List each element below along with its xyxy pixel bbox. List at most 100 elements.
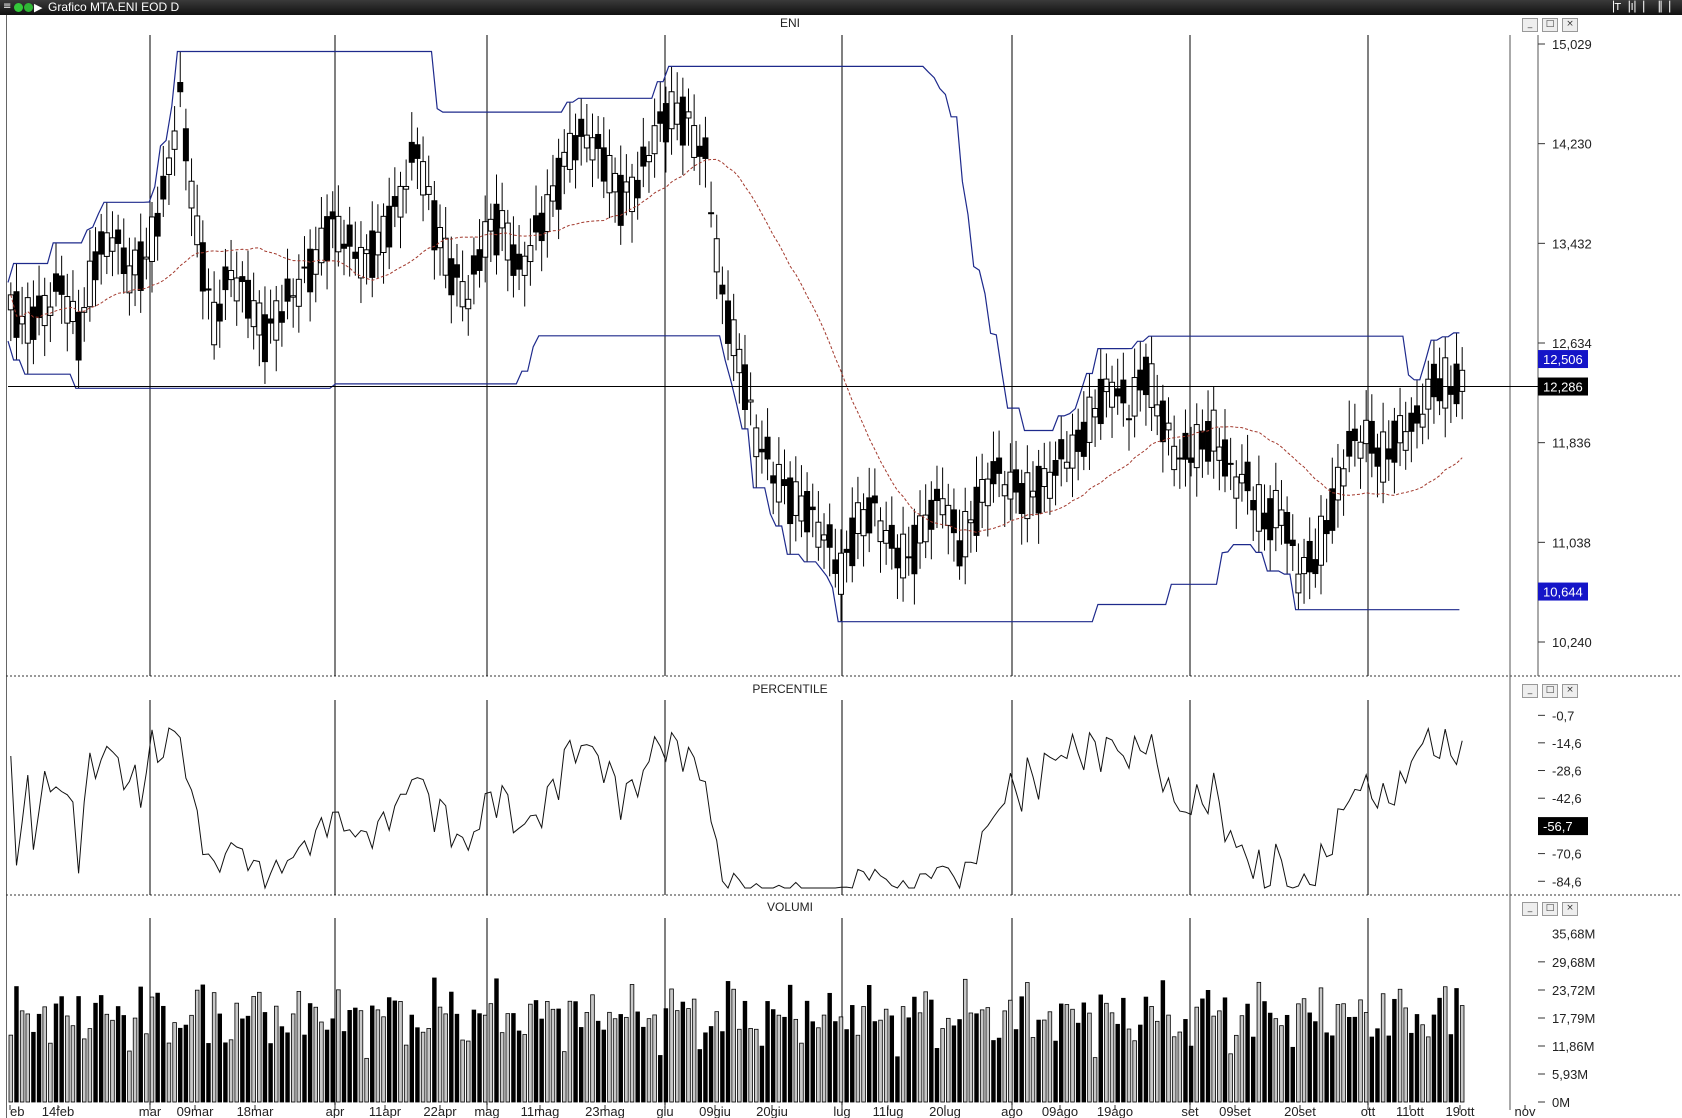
candle-body bbox=[691, 125, 698, 158]
volume-bar bbox=[680, 1001, 686, 1103]
volume-bar bbox=[946, 1017, 951, 1103]
volume-bar bbox=[658, 1055, 663, 1103]
volume-bar bbox=[1245, 1003, 1250, 1103]
candle-body bbox=[1306, 540, 1313, 573]
maximize-icon[interactable]: □ bbox=[1542, 18, 1558, 32]
volume-bar bbox=[674, 1010, 680, 1103]
volume-bar bbox=[1273, 1018, 1279, 1103]
candle-body bbox=[561, 151, 568, 167]
volume-bar bbox=[200, 984, 206, 1103]
volume-bar bbox=[1194, 1006, 1199, 1103]
candle-body bbox=[92, 251, 99, 281]
maximize-icon[interactable]: □ bbox=[1542, 902, 1558, 916]
close-icon[interactable]: × bbox=[1562, 902, 1578, 916]
volume-bar bbox=[19, 1010, 25, 1103]
candle-body bbox=[1289, 539, 1296, 547]
candle-body bbox=[504, 222, 511, 261]
volume-bar bbox=[697, 1049, 703, 1103]
volume-bar bbox=[1324, 1032, 1329, 1103]
volume-bar bbox=[257, 991, 262, 1103]
volume-bar bbox=[206, 1043, 211, 1103]
vol-top-label: 35,68M bbox=[1552, 927, 1595, 942]
volume-bar bbox=[900, 1006, 906, 1103]
candle-body bbox=[510, 244, 517, 276]
candle-body bbox=[781, 479, 788, 487]
volume-bar bbox=[624, 1016, 629, 1103]
candle-body bbox=[1408, 412, 1415, 432]
candle-body bbox=[53, 273, 60, 292]
volume-bar bbox=[115, 1006, 121, 1103]
volume-bar bbox=[595, 1020, 601, 1103]
volume-bar bbox=[31, 1031, 36, 1103]
green-dot-icon[interactable] bbox=[14, 3, 23, 12]
candle-body bbox=[1007, 471, 1014, 500]
minimize-icon[interactable]: _ bbox=[1522, 902, 1538, 916]
volume-bar bbox=[1002, 1010, 1007, 1103]
volume-bar bbox=[737, 1028, 742, 1103]
volume-bar bbox=[1047, 1011, 1053, 1103]
close-icon[interactable]: × bbox=[1562, 684, 1578, 698]
candle-body bbox=[979, 478, 986, 503]
candle-body bbox=[1430, 363, 1437, 398]
play-arrow-icon[interactable]: ▶ bbox=[34, 1, 43, 14]
volume-bar bbox=[268, 1043, 273, 1103]
volume-bar bbox=[1307, 1012, 1312, 1103]
candle-body bbox=[674, 102, 681, 125]
window-controls[interactable]: ▕T▕I▏▏▕▏▏ bbox=[1606, 2, 1678, 13]
x-tick-label: 23mag bbox=[585, 1104, 625, 1118]
volume-bar bbox=[398, 1001, 403, 1103]
maximize-icon[interactable]: □ bbox=[1542, 684, 1558, 698]
x-tick-label: 22apr bbox=[423, 1104, 457, 1118]
candle-body bbox=[713, 238, 720, 273]
green-dot-icon-2[interactable] bbox=[24, 3, 33, 12]
x-tick-label: giu bbox=[656, 1104, 673, 1118]
vol-tick-label: 0M bbox=[1552, 1095, 1570, 1110]
minimize-icon[interactable]: _ bbox=[1522, 18, 1538, 32]
close-icon[interactable]: × bbox=[1562, 18, 1578, 32]
volume-bar bbox=[1138, 1024, 1143, 1103]
volume-bar bbox=[336, 989, 341, 1103]
volume-bar bbox=[754, 1028, 759, 1103]
price-pane-title: ENI bbox=[779, 16, 801, 30]
candle-body bbox=[256, 302, 263, 336]
volume-bar bbox=[759, 1045, 765, 1103]
x-tick-label: 14feb bbox=[42, 1104, 75, 1118]
candle-body bbox=[69, 300, 76, 323]
candle-body bbox=[1018, 483, 1025, 514]
candle-body bbox=[137, 241, 144, 291]
candle-body bbox=[120, 247, 127, 275]
volume-bar bbox=[720, 1031, 725, 1103]
volume-bar bbox=[415, 1027, 420, 1103]
volume-bar bbox=[1092, 1057, 1098, 1103]
candle-body bbox=[465, 298, 472, 310]
upper-band-line bbox=[7, 50, 1460, 432]
volume-bar bbox=[1217, 1010, 1222, 1103]
volume-bar bbox=[138, 986, 143, 1103]
volume-bar bbox=[48, 1042, 53, 1103]
candle-body bbox=[600, 147, 607, 182]
volume-bar bbox=[65, 1015, 70, 1103]
volume-bar bbox=[1064, 1004, 1070, 1103]
candle-body bbox=[996, 457, 1003, 474]
candle-body bbox=[928, 499, 935, 530]
candle-body bbox=[307, 248, 314, 293]
volume-bar bbox=[386, 997, 392, 1103]
volume-bar bbox=[471, 1009, 477, 1103]
candle-body bbox=[149, 216, 156, 262]
volume-bar bbox=[1104, 1002, 1109, 1103]
volume-bar bbox=[279, 1026, 285, 1103]
candle-body bbox=[583, 134, 590, 149]
volume-bar bbox=[1262, 1001, 1267, 1103]
volume-bar bbox=[929, 999, 934, 1103]
menu-icon[interactable]: ≡ bbox=[3, 1, 12, 12]
volume-bar bbox=[1347, 1017, 1352, 1103]
volume-bar bbox=[87, 1028, 93, 1103]
percentile-pane-title: PERCENTILE bbox=[752, 682, 828, 696]
candle-body bbox=[741, 364, 748, 411]
volume-bar bbox=[618, 1014, 623, 1103]
candle-body bbox=[725, 300, 732, 344]
candle-body bbox=[1385, 448, 1392, 460]
minimize-icon[interactable]: _ bbox=[1522, 684, 1538, 698]
volume-bar bbox=[646, 1018, 652, 1103]
